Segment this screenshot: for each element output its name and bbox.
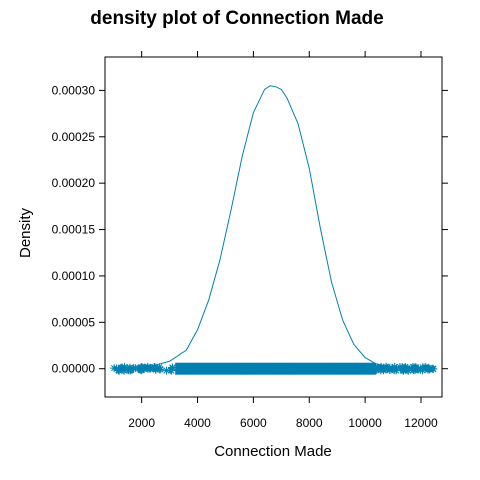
rug-marker <box>285 363 294 372</box>
chart-title: density plot of Connection Made <box>90 8 383 29</box>
y-tick-label: 0.00005 <box>52 315 96 329</box>
x-tick-label: 6000 <box>240 416 267 430</box>
y-tick-label: 0.00000 <box>52 362 96 376</box>
rug-marker <box>412 363 421 372</box>
y-tick-label: 0.00020 <box>52 176 96 190</box>
rug-marker <box>196 364 205 373</box>
rug-marker <box>322 366 331 375</box>
density-curve <box>120 85 430 369</box>
x-tick-label: 4000 <box>184 416 211 430</box>
plot-frame <box>104 56 443 398</box>
rug-marker <box>349 364 358 373</box>
rug-marker <box>279 362 288 371</box>
rug-marker <box>374 364 383 373</box>
x-axis: 2000 4000 6000 8000 10000 12000 <box>128 51 438 430</box>
rug-marker <box>181 364 190 373</box>
rug-marker <box>188 363 197 372</box>
y-tick-label: 0.00030 <box>52 83 96 97</box>
y-tick-label: 0.00010 <box>52 269 96 283</box>
rug-marker <box>356 365 365 374</box>
x-axis-label: Connection Made <box>214 443 332 460</box>
y-axis-label: Density <box>17 207 34 258</box>
rug-marker <box>428 364 437 373</box>
y-tick-label: 0.00025 <box>52 130 96 144</box>
rug-marker <box>240 366 249 375</box>
x-tick-label: 12000 <box>404 416 438 430</box>
y-axis: 0.00000 0.00005 0.00010 0.00015 0.00020 0.000… <box>52 83 448 376</box>
x-tick-label: 10000 <box>348 416 382 430</box>
x-tick-label: 2000 <box>128 416 155 430</box>
rug-marker <box>219 364 228 373</box>
y-tick-label: 0.00015 <box>52 223 96 237</box>
rug-marker <box>334 365 343 374</box>
rug-marker <box>115 366 124 375</box>
rug-marker <box>126 366 135 375</box>
rug-marker <box>364 365 373 374</box>
x-tick-label: 8000 <box>296 416 323 430</box>
rug-marker <box>166 366 175 375</box>
rug-marker <box>137 366 146 375</box>
rug-marker <box>151 365 160 374</box>
rug-marker <box>268 363 277 372</box>
rug-marker <box>392 364 401 373</box>
rug-marker <box>293 364 302 373</box>
rug-marker <box>421 363 430 372</box>
